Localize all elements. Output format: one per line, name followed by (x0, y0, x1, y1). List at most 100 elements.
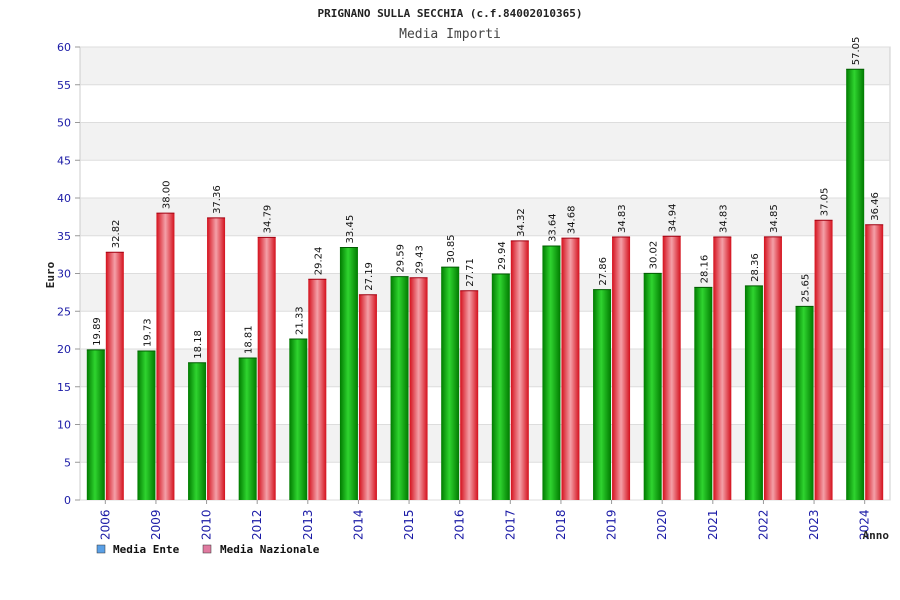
data-label-media-ente: 30.02 (649, 241, 660, 270)
data-label-media-ente: 33.64 (547, 213, 558, 242)
bar-media-nazionale (460, 290, 479, 500)
bar-media-nazionale (207, 217, 226, 500)
x-tick-label: 2019 (605, 509, 619, 540)
data-label-media-ente: 18.81 (244, 325, 255, 354)
x-axis-label: Anno (863, 529, 890, 542)
data-label-media-nazionale: 34.32 (516, 208, 527, 237)
bar-media-nazionale (156, 213, 175, 500)
data-label-media-nazionale: 34.94 (668, 204, 679, 233)
plot-band (80, 122, 890, 161)
data-label-media-nazionale: 27.19 (364, 262, 375, 291)
y-tick-label: 20 (57, 343, 71, 356)
bar-media-nazionale (510, 240, 529, 500)
y-axis-label: Euro (44, 261, 57, 288)
bar-media-ente (137, 351, 156, 500)
y-tick-label: 45 (57, 154, 71, 167)
data-label-media-nazionale: 27.71 (465, 258, 476, 287)
bar-media-nazionale (308, 279, 327, 500)
x-tick-label: 2012 (250, 509, 264, 540)
bar-media-ente (795, 306, 814, 500)
x-tick-label: 2018 (554, 509, 568, 540)
data-label-media-ente: 28.16 (699, 255, 710, 284)
data-label-media-nazionale: 34.83 (718, 204, 729, 233)
x-tick-label: 2024 (858, 509, 872, 540)
legend-label-media-ente: Media Ente (113, 543, 180, 556)
bar-media-ente (188, 362, 207, 500)
data-label-media-ente: 19.73 (142, 318, 153, 347)
bar-media-ente (441, 267, 460, 500)
y-tick-label: 5 (64, 456, 71, 469)
bar-media-ente (289, 338, 308, 500)
x-tick-label: 2017 (503, 509, 517, 540)
bar-media-nazionale (865, 224, 884, 501)
legend-item-media-ente[interactable]: Media Ente (96, 543, 180, 556)
bar-media-nazionale (358, 294, 377, 500)
data-label-media-ente: 25.65 (801, 274, 812, 303)
bar-media-ente (542, 246, 561, 500)
x-tick-label: 2022 (756, 509, 770, 540)
data-label-media-ente: 27.86 (598, 257, 609, 286)
data-label-media-ente: 57.05 (851, 37, 862, 66)
x-tick-label: 2021 (706, 509, 720, 540)
bar-media-ente (339, 247, 358, 500)
y-tick-label: 30 (57, 268, 71, 281)
y-tick-label: 55 (57, 79, 71, 92)
data-label-media-nazionale: 38.00 (161, 180, 172, 209)
legend: Media Ente Media Nazionale (96, 543, 320, 556)
legend-swatch-media-ente (96, 544, 106, 554)
chart-title: PRIGNANO SULLA SECCHIA (c.f.84002010365) (318, 7, 583, 20)
data-label-media-nazionale: 32.82 (111, 220, 122, 249)
y-tick-label: 50 (57, 117, 71, 130)
bar-media-ente (390, 276, 409, 500)
legend-item-media-nazionale[interactable]: Media Nazionale (202, 543, 320, 556)
bar-media-ente (744, 285, 763, 500)
y-tick-label: 35 (57, 230, 71, 243)
data-label-media-nazionale: 34.68 (566, 206, 577, 235)
x-axis-ticks: 2006 2009 2010 2012 2013 2014 2015 2016 2017 2018… (98, 500, 872, 540)
x-tick-label: 2013 (301, 509, 315, 540)
bar-media-ente (846, 69, 865, 501)
data-label-media-ente: 19.89 (92, 317, 103, 346)
x-tick-label: 2006 (98, 509, 112, 540)
y-tick-label: 60 (57, 41, 71, 54)
plot-band (80, 160, 890, 198)
legend-label-media-nazionale: Media Nazionale (220, 543, 320, 556)
y-tick-label: 25 (57, 305, 71, 318)
bar-media-nazionale (662, 236, 681, 500)
data-label-media-nazionale: 29.24 (313, 247, 324, 276)
y-axis-ticks: 0 5 10 15 20 25 30 35 40 45 50 55 60 (57, 41, 80, 507)
data-label-media-ente: 30.85 (446, 234, 457, 263)
data-label-media-ente: 29.94 (497, 241, 508, 270)
data-label-media-nazionale: 29.43 (415, 245, 426, 274)
bar-media-ente (86, 349, 105, 500)
bar-media-nazionale (814, 220, 833, 500)
data-label-media-nazionale: 36.46 (870, 192, 881, 221)
data-label-media-nazionale: 34.83 (617, 204, 628, 233)
bar-media-nazionale (713, 237, 732, 500)
data-label-media-ente: 18.18 (193, 330, 204, 359)
x-tick-label: 2009 (149, 509, 163, 540)
bar-media-ente (593, 289, 612, 500)
bar-media-nazionale (612, 237, 631, 500)
plot-band (80, 84, 890, 123)
bar-media-ente (238, 357, 257, 500)
y-tick-label: 40 (57, 192, 71, 205)
x-tick-label: 2014 (351, 509, 365, 540)
bar-media-nazionale (105, 252, 124, 500)
bar-media-nazionale (257, 237, 276, 500)
chart-subtitle: Media Importi (399, 27, 501, 42)
x-tick-label: 2020 (655, 509, 669, 540)
bars (86, 68, 884, 501)
data-label-media-nazionale: 37.36 (212, 185, 223, 214)
data-label-media-ente: 28.36 (750, 253, 761, 282)
data-label-media-ente: 21.33 (294, 306, 305, 335)
y-tick-label: 10 (57, 419, 71, 432)
data-label-media-ente: 33.45 (345, 215, 356, 244)
legend-swatch-media-nazionale (202, 544, 212, 554)
data-label-media-nazionale: 34.85 (769, 204, 780, 233)
x-tick-label: 2016 (453, 509, 467, 540)
y-tick-label: 0 (64, 494, 71, 507)
plot-band (80, 47, 890, 85)
bar-media-nazionale (561, 238, 580, 500)
